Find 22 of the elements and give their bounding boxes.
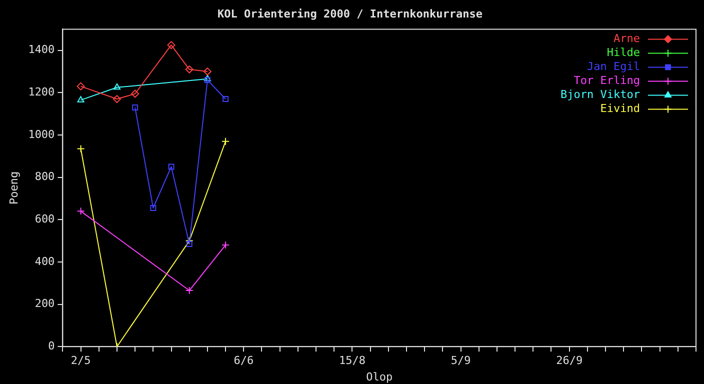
legend-label: Eivind — [600, 102, 640, 116]
y-tick-label: 1400 — [28, 43, 55, 56]
legend-label: Hilde — [606, 46, 640, 60]
y-tick-label: 0 — [48, 339, 55, 352]
y-tick-label: 400 — [34, 254, 55, 268]
y-tick-label: 200 — [34, 297, 55, 310]
x-tick-label: 2/5 — [70, 354, 91, 368]
x-tick-label: 26/9 — [556, 354, 583, 368]
y-axis-title: Poeng — [7, 171, 20, 204]
x-tick-label: 15/8 — [338, 354, 366, 368]
legend-label: Jan Egil — [587, 60, 640, 74]
legend-label: Bjorn Viktor — [560, 88, 640, 102]
x-tick-label: 6/6 — [234, 354, 254, 368]
x-axis-title: Olop — [366, 370, 393, 384]
y-tick-label: 800 — [34, 170, 55, 184]
y-tick-label: 1000 — [28, 128, 55, 141]
x-tick-label: 5/9 — [450, 354, 471, 368]
legend-label: Arne — [614, 32, 640, 46]
y-tick-label: 1200 — [28, 86, 55, 99]
legend-label: Tor Erling — [574, 74, 640, 88]
chart-title: KOL Orientering 2000 / Internkonkurranse — [218, 7, 483, 20]
y-tick-label: 600 — [34, 212, 55, 226]
